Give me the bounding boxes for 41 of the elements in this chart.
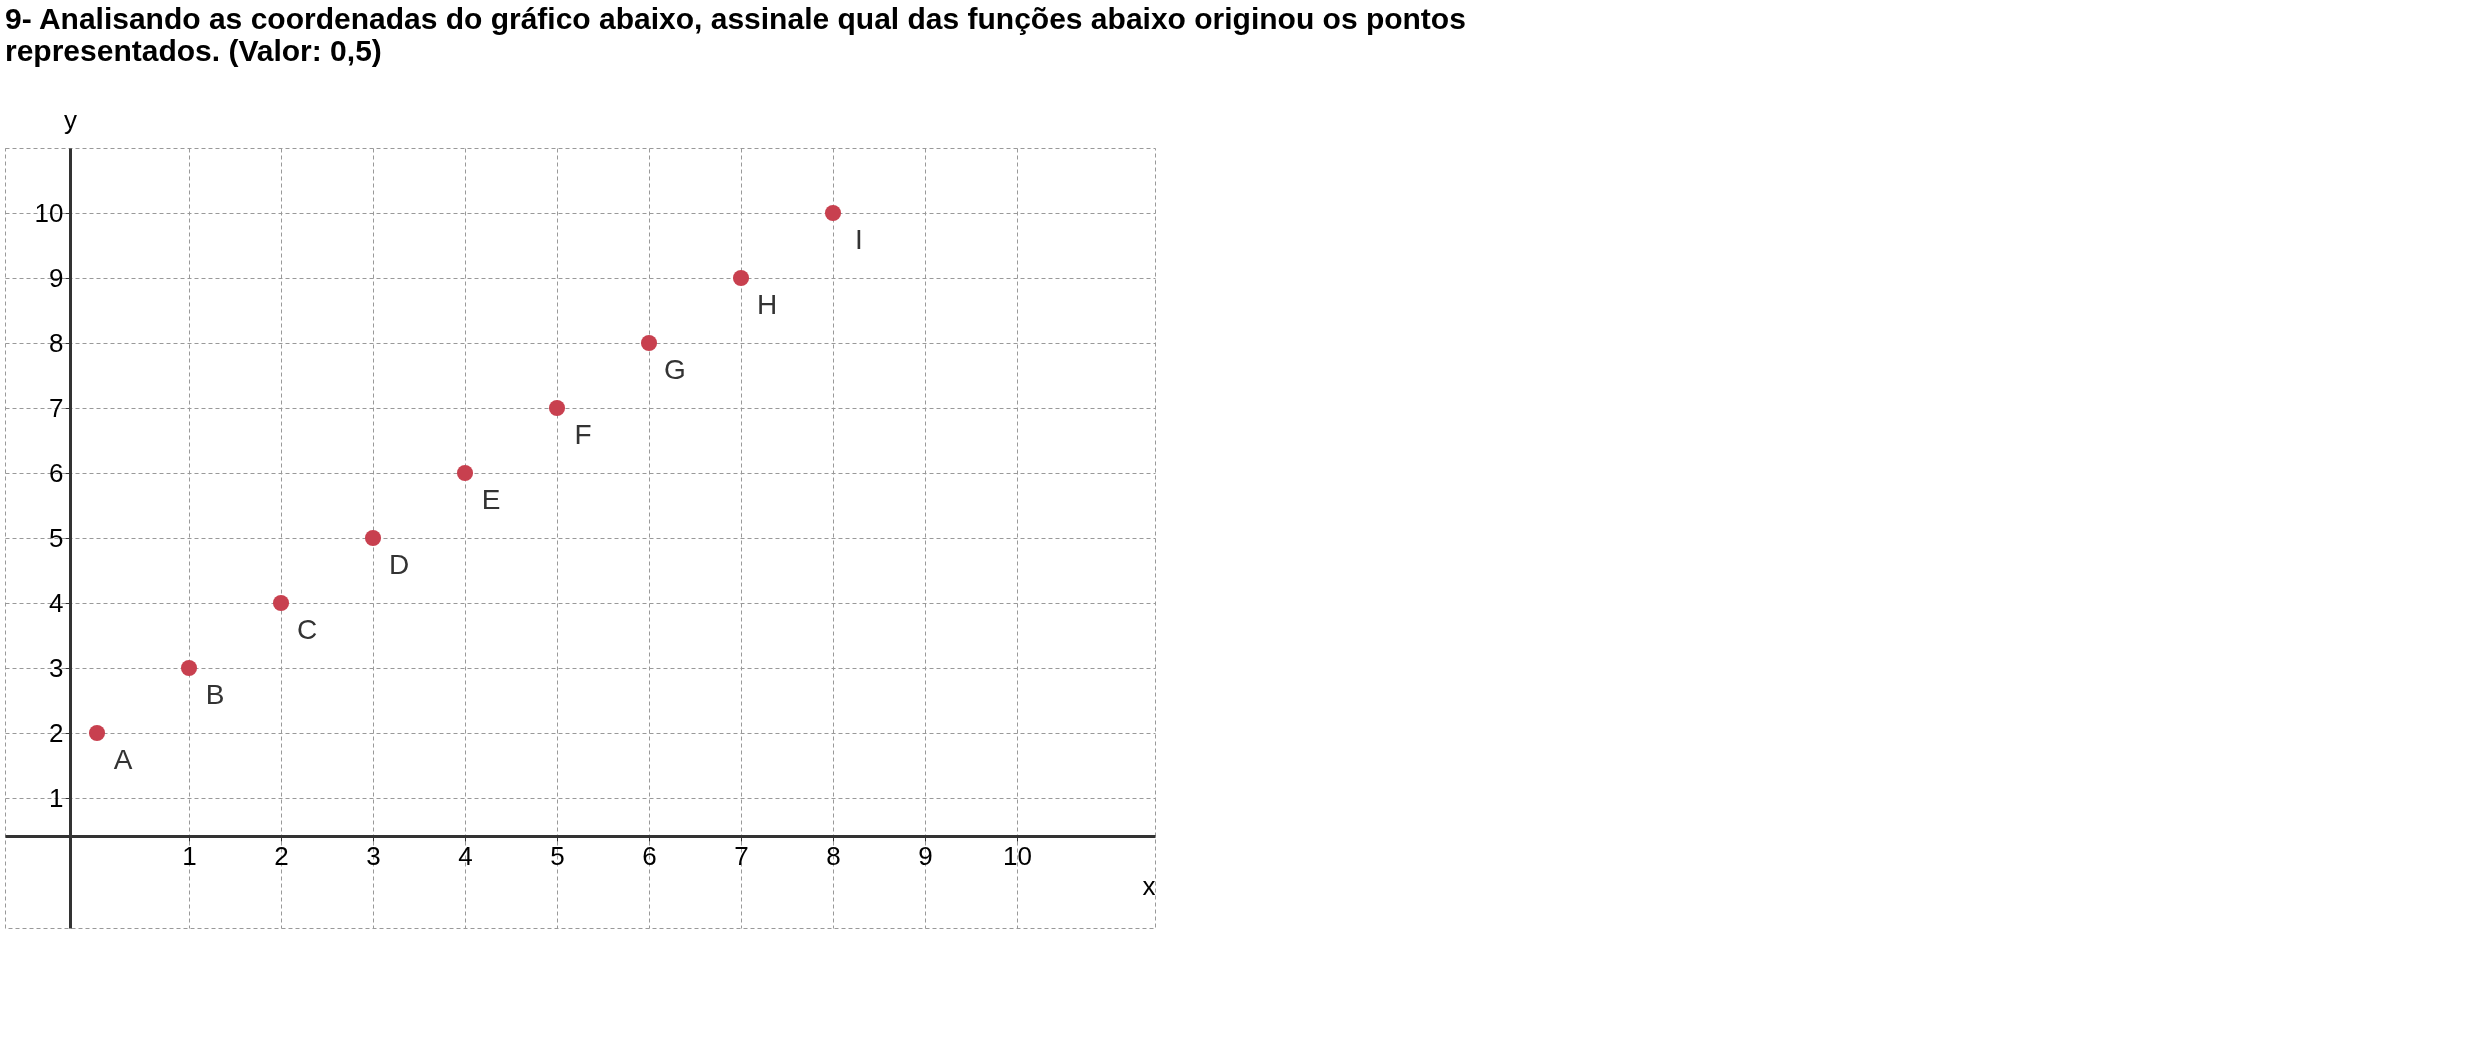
point xyxy=(456,464,474,482)
point xyxy=(732,269,750,287)
x-tick-label: 8 xyxy=(826,840,841,871)
annotation: H xyxy=(756,289,778,320)
x-tick-label: 6 xyxy=(642,840,657,871)
y-tick-label: 7 xyxy=(49,392,64,423)
annotation: I xyxy=(855,224,863,255)
x-tick-label: 4 xyxy=(458,840,473,871)
x-axis-title: x xyxy=(1142,870,1156,901)
point xyxy=(272,594,290,612)
point xyxy=(88,724,106,742)
annotation: A xyxy=(113,744,133,775)
annotation: B xyxy=(205,679,225,710)
x-tick-label: 7 xyxy=(734,840,749,871)
point xyxy=(824,204,842,222)
annotation: D xyxy=(388,549,410,580)
point xyxy=(640,334,658,352)
y-tick-label: 8 xyxy=(49,327,64,358)
annotation: C xyxy=(296,614,318,645)
y-tick-label: 5 xyxy=(49,522,64,553)
x-tick-label: 1 xyxy=(182,840,197,871)
chart-title: 9- Analisando as coordenadas do gráfico abaixo, assinale qual das funções abaixo originou os pontos representados. (Valor: 0,5) xyxy=(5,2,1466,67)
y-tick-label: 9 xyxy=(49,262,64,293)
y-tick-label: 3 xyxy=(49,652,64,683)
point xyxy=(180,659,198,677)
x-tick-label: 5 xyxy=(550,840,565,871)
annotation: G xyxy=(664,354,686,385)
y-tick-label: 2 xyxy=(49,717,64,748)
y-tick-label: 6 xyxy=(49,457,64,488)
annotation: E xyxy=(481,484,501,515)
y-tick-label: 1 xyxy=(49,782,64,813)
annotation: F xyxy=(574,419,592,450)
y-tick-label: 4 xyxy=(49,587,64,618)
y-axis-title: y xyxy=(64,104,77,135)
y-tick-label: 10 xyxy=(34,197,64,228)
point xyxy=(364,529,382,547)
point xyxy=(548,399,566,417)
x-tick-label: 10 xyxy=(1003,840,1032,871)
x-tick-label: 3 xyxy=(366,840,381,871)
x-tick-label: 2 xyxy=(274,840,289,871)
x-tick-label: 9 xyxy=(918,840,933,871)
